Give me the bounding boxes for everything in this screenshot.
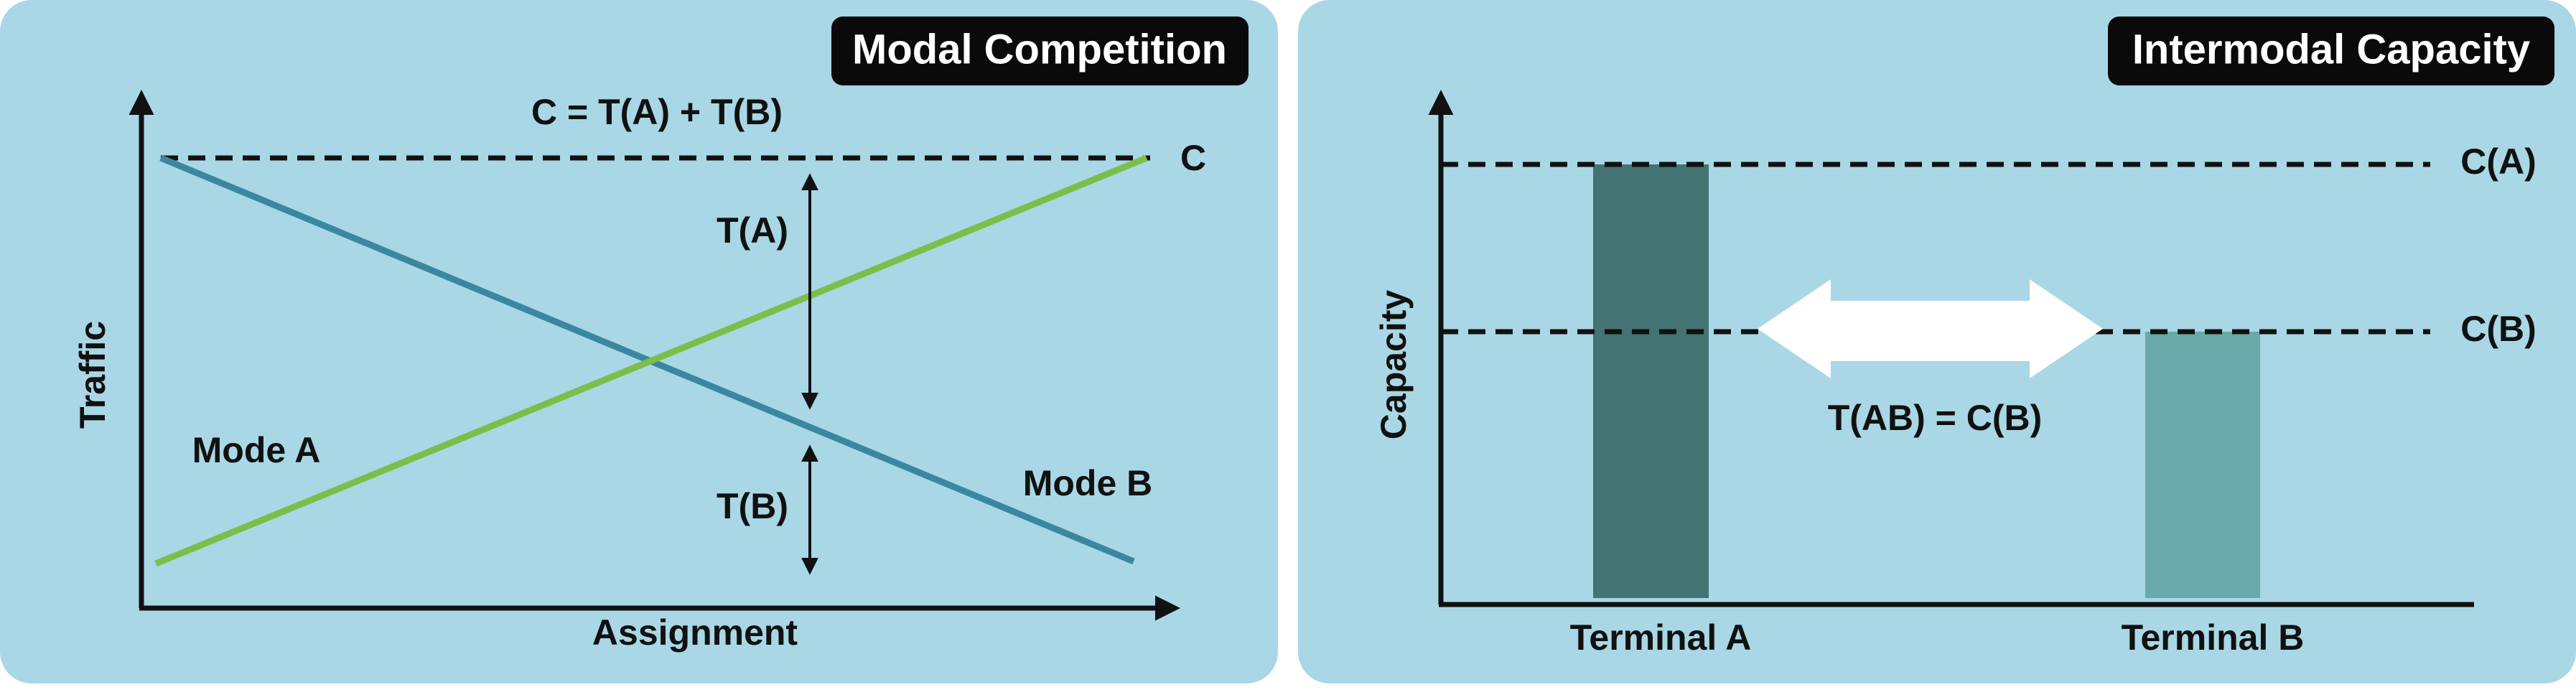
terminal-label: Terminal B (2122, 617, 2305, 658)
segment-label: T(B) (717, 486, 788, 526)
title-box (831, 17, 1249, 85)
capacity-label: C(B) (2460, 309, 2537, 349)
panel-title: Intermodal Capacity (2132, 26, 2530, 73)
capacity-label: C(A) (2460, 141, 2537, 182)
x-axis-label: Assignment (592, 612, 798, 653)
line-label: Mode A (192, 430, 321, 470)
panel-modal-competition: Modal Competition Traffic Assignment C C… (0, 0, 1278, 683)
panel-title: Modal Competition (852, 26, 1227, 73)
panel-background (0, 0, 1278, 683)
transfer-arrow (1758, 279, 2103, 378)
transfer-label: T(AB) = C(B) (1828, 398, 2043, 438)
panel-intermodal-capacity: Intermodal Capacity Capacity C(A) C(B) T… (1298, 0, 2576, 683)
terminal-label: Terminal A (1570, 617, 1752, 658)
y-axis-label: Traffic (73, 321, 113, 429)
line-label: Mode B (1023, 463, 1153, 503)
terminal-b-bar (2145, 332, 2260, 598)
capacity-label: C (1180, 138, 1206, 178)
y-axis-label: Capacity (1373, 290, 1414, 440)
segment-label: T(A) (717, 210, 788, 251)
equation: C = T(A) + T(B) (531, 92, 783, 132)
terminal-a-bar (1593, 164, 1709, 598)
title-box (2108, 17, 2554, 85)
mode-a-line (154, 154, 1148, 567)
